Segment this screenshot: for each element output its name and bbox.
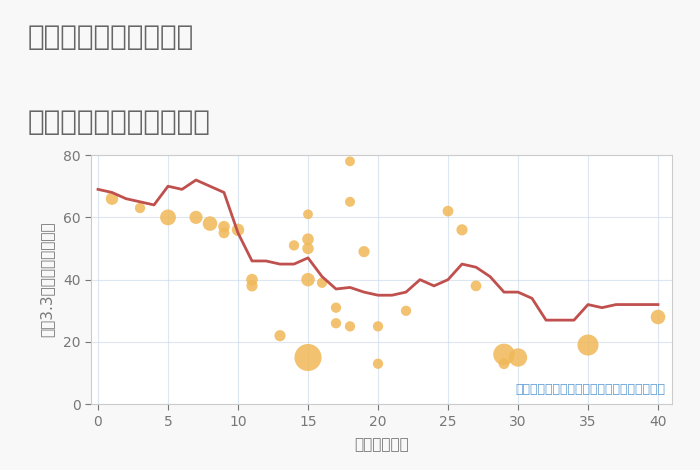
Text: 築年数別中古戸建て価格: 築年数別中古戸建て価格 bbox=[28, 108, 211, 136]
Point bbox=[582, 341, 594, 349]
Point bbox=[106, 195, 118, 203]
Point bbox=[358, 248, 370, 255]
Point bbox=[456, 226, 468, 234]
Point bbox=[302, 276, 314, 283]
Point bbox=[288, 242, 300, 249]
Point bbox=[190, 213, 202, 221]
Point bbox=[218, 223, 230, 230]
Point bbox=[344, 198, 356, 205]
Point bbox=[246, 282, 258, 290]
Point bbox=[134, 204, 146, 212]
Point bbox=[498, 360, 510, 368]
Point bbox=[498, 351, 510, 358]
Y-axis label: 坪（3.3㎡）単価（万円）: 坪（3.3㎡）単価（万円） bbox=[40, 222, 55, 337]
Text: 円の大きさは、取引のあった物件面積を示す: 円の大きさは、取引のあった物件面積を示す bbox=[515, 384, 665, 396]
Point bbox=[302, 354, 314, 361]
Point bbox=[372, 360, 384, 368]
Point bbox=[344, 322, 356, 330]
Text: 千葉県鴨川市南小町の: 千葉県鴨川市南小町の bbox=[28, 24, 195, 52]
Point bbox=[442, 207, 454, 215]
Point bbox=[302, 235, 314, 243]
Point bbox=[274, 332, 286, 339]
Point bbox=[232, 226, 244, 234]
Point bbox=[246, 276, 258, 283]
X-axis label: 築年数（年）: 築年数（年） bbox=[354, 437, 409, 452]
Point bbox=[470, 282, 482, 290]
Point bbox=[330, 320, 342, 327]
Point bbox=[302, 211, 314, 218]
Point bbox=[344, 157, 356, 165]
Point bbox=[302, 245, 314, 252]
Point bbox=[162, 213, 174, 221]
Point bbox=[512, 354, 524, 361]
Point bbox=[218, 229, 230, 237]
Point bbox=[316, 279, 328, 287]
Point bbox=[400, 307, 412, 314]
Point bbox=[652, 313, 664, 321]
Point bbox=[330, 304, 342, 312]
Point bbox=[204, 220, 216, 227]
Point bbox=[372, 322, 384, 330]
